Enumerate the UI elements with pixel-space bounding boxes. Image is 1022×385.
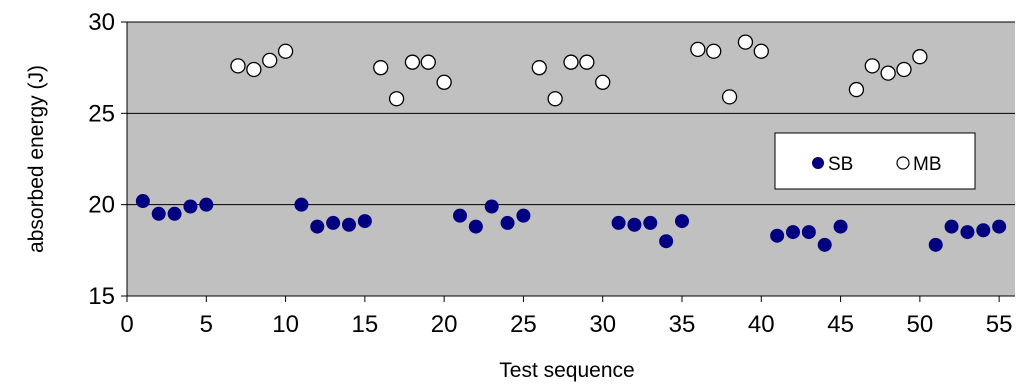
data-point-sb [183,199,198,214]
data-point-sb [611,215,626,230]
x-tick-label: 20 [431,311,458,338]
data-point-sb [944,219,959,234]
x-tick-label: 35 [669,311,696,338]
data-point-mb [864,58,880,74]
data-point-mb [896,61,912,78]
data-point-sb [135,194,150,209]
data-point-sb [976,223,991,238]
x-tick-label: 5 [200,311,213,338]
data-point-mb [912,49,928,65]
data-point-mb [436,74,452,90]
data-point-sb [801,225,816,240]
y-tick-label: 30 [88,9,115,36]
data-point-mb [388,91,405,107]
data-point-mb [373,60,389,76]
x-tick-label: 55 [986,311,1013,338]
x-tick-label: 30 [589,311,616,338]
data-point-sb [992,219,1007,234]
legend-marker-sb [812,157,824,169]
data-point-mb [579,54,595,70]
data-point-sb [627,217,642,232]
data-point-sb [675,214,689,229]
x-tick-label: 10 [272,311,299,338]
legend-label-sb: SB [828,154,853,175]
legend-label-mb: MB [913,154,942,175]
data-point-mb [706,43,722,59]
y-tick-label: 15 [88,283,115,310]
x-axis-title: Test sequence [499,359,634,382]
data-point-sb [643,215,658,230]
legend: SB MB [774,132,976,190]
data-point-mb [547,91,563,107]
y-tick-label: 25 [88,100,115,127]
data-point-mb [690,41,706,58]
x-tick-label: 0 [120,311,133,338]
data-point-mb [420,54,436,70]
data-point-sb [516,208,531,223]
legend-box [774,132,976,190]
data-point-sb [342,217,356,232]
data-point-sb [151,206,166,221]
data-point-sb [960,225,975,240]
data-point-sb [453,208,467,223]
data-point-mb [753,43,769,59]
data-point-sb [326,215,341,230]
data-point-sb [928,237,943,252]
data-point-mb [531,60,547,76]
data-point-sb [294,197,309,212]
data-point-mb [246,61,262,78]
legend-marker-mb [896,156,910,170]
data-point-mb [880,65,896,81]
data-point-sb [484,199,499,214]
data-point-sb [167,206,182,221]
data-point-mb [721,89,738,105]
x-tick-label: 50 [907,311,934,338]
data-point-mb [277,43,294,59]
data-point-mb [230,58,246,74]
data-point-mb [848,81,865,98]
data-point-mb [262,52,278,69]
data-point-mb [737,34,754,50]
data-point-sb [468,219,483,234]
data-point-sb [199,197,214,212]
data-point-mb [595,74,611,90]
data-point-sb [817,237,832,252]
data-point-sb [770,228,785,243]
x-tick-label: 40 [748,311,775,338]
y-axis-title: absorbed energy (J) [25,65,48,253]
data-point-sb [357,214,372,229]
data-point-sb [786,225,800,240]
x-tick-label: 45 [827,311,854,338]
data-point-sb [310,219,325,234]
x-tick-label: 25 [510,311,537,338]
data-point-sb [659,234,674,249]
y-tick-label: 20 [88,192,115,219]
data-point-mb [404,54,421,70]
data-point-sb [500,215,515,230]
x-tick-label: 15 [352,311,379,338]
data-point-mb [563,54,579,70]
data-point-sb [833,219,848,234]
